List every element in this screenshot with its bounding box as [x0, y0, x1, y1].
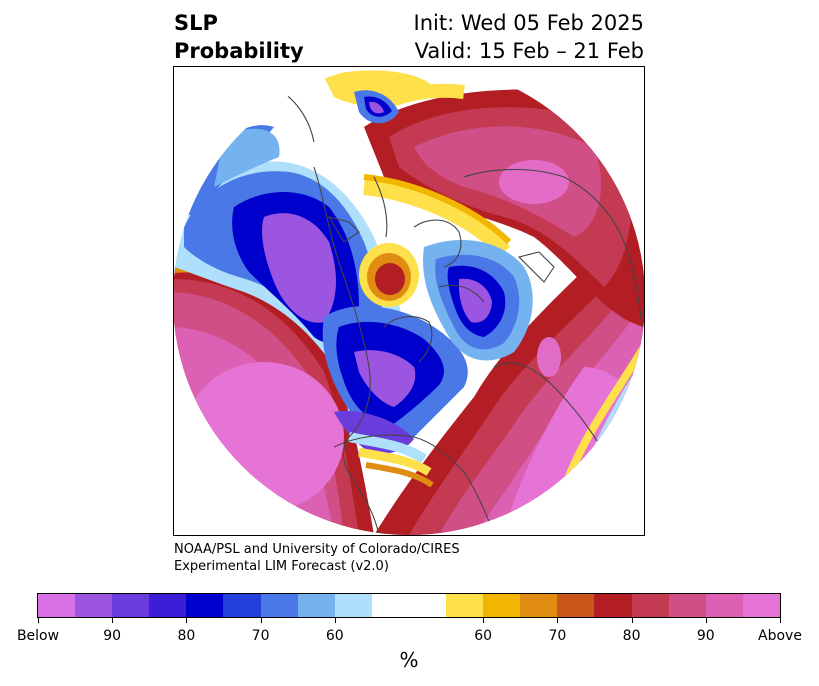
colorbar-tick-mark — [780, 618, 781, 623]
colorbar-tick-label: Above — [758, 628, 802, 644]
credit-line-2: Experimental LIM Forecast (v2.0) — [174, 559, 389, 574]
colorbar-tick-label: 80 — [622, 628, 641, 644]
colorbar-segment — [371, 594, 409, 617]
colorbar-segment — [631, 594, 669, 617]
colorbar-segment — [446, 594, 484, 617]
colorbar-segment — [594, 594, 632, 617]
colorbar-tick-label: 60 — [325, 628, 344, 644]
colorbar-segment — [75, 594, 113, 617]
colorbar-tick-mark — [38, 618, 39, 623]
colorbar-segment — [38, 594, 76, 617]
colorbar-segment — [557, 594, 595, 617]
colorbar-tick-mark — [483, 618, 485, 623]
colorbar-tick-label: 70 — [251, 628, 270, 644]
colorbar-tick-label: 60 — [474, 628, 493, 644]
credit-text: NOAA/PSL and University of Colorado/CIRE… — [174, 541, 460, 575]
colorbar-tick-mark — [557, 618, 559, 623]
colorbar-tick-label: 90 — [103, 628, 122, 644]
colorbar-segment — [742, 594, 780, 617]
colorbar-segment — [520, 594, 558, 617]
colorbar-segment — [483, 594, 521, 617]
valid-range: Valid: 15 Feb – 21 Feb — [414, 39, 644, 63]
colorbar-segment — [668, 594, 706, 617]
title-line-2: Probability — [174, 39, 304, 63]
colorbar-tick-mark — [631, 618, 633, 623]
probability-field — [174, 67, 644, 535]
colorbar-tick-mark — [260, 618, 262, 623]
colorbar — [37, 593, 781, 618]
polar-map-svg — [174, 67, 644, 535]
colorbar-segment — [334, 594, 372, 617]
colorbar-segment — [705, 594, 743, 617]
colorbar-tick-label: 90 — [696, 628, 715, 644]
colorbar-segment — [297, 594, 335, 617]
colorbar-tick-label: Below — [16, 628, 60, 644]
colorbar-segment — [112, 594, 150, 617]
colorbar-tick-label: 70 — [548, 628, 567, 644]
colorbar-segment — [408, 594, 447, 617]
probability-map — [173, 66, 645, 536]
map-title: SLP Probability — [174, 9, 304, 65]
forecast-dates: Init: Wed 05 Feb 2025 Valid: 15 Feb – 21… — [414, 9, 644, 65]
colorbar-segment — [186, 594, 224, 617]
colorbar-segment — [260, 594, 298, 617]
credit-line-1: NOAA/PSL and University of Colorado/CIRE… — [174, 542, 460, 557]
colorbar-tick-mark — [705, 618, 707, 623]
colorbar-segment — [223, 594, 261, 617]
colorbar-segment — [149, 594, 187, 617]
title-line-1: SLP — [174, 11, 218, 35]
colorbar-tick-mark — [186, 618, 188, 623]
colorbar-tick-label: 80 — [177, 628, 196, 644]
colorbar-unit: % — [399, 648, 419, 672]
init-date: Init: Wed 05 Feb 2025 — [413, 11, 644, 35]
colorbar-tick-mark — [112, 618, 114, 623]
colorbar-tick-mark — [334, 618, 336, 623]
